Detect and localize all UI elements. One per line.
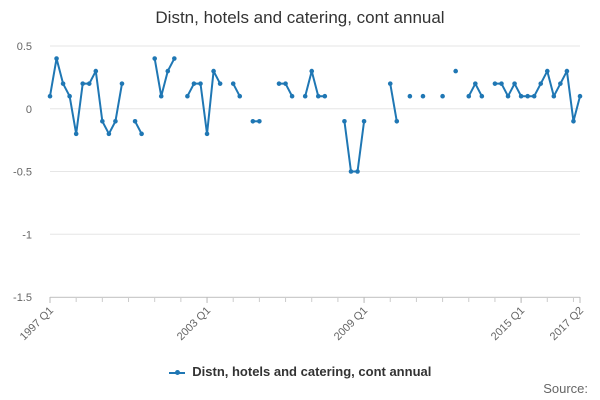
x-tick-label: 1997 Q1 (18, 305, 56, 343)
data-point[interactable] (387, 81, 393, 86)
data-point[interactable] (257, 119, 262, 124)
data-point[interactable] (172, 56, 177, 61)
y-axis: 0.5 0 -0.5 -1 -1.5 (13, 41, 32, 304)
data-point[interactable] (60, 81, 66, 86)
data-point[interactable] (355, 169, 360, 174)
legend[interactable]: Distn, hotels and catering, cont annual (0, 364, 600, 379)
series-segment (494, 70, 581, 123)
data-point[interactable] (158, 93, 164, 99)
chart-title: Distn, hotels and catering, cont annual (155, 8, 445, 27)
data-point[interactable] (558, 81, 563, 86)
data-point[interactable] (119, 81, 125, 86)
data-point[interactable] (152, 56, 157, 61)
legend-series-label: Distn, hotels and catering, cont annual (192, 364, 432, 379)
data-point[interactable] (165, 68, 171, 74)
series-segment (343, 121, 366, 173)
series-segment (134, 120, 143, 135)
data-point[interactable] (538, 81, 544, 86)
x-tick-label: 2017 Q2 (548, 305, 586, 343)
data-point[interactable] (54, 56, 59, 61)
data-point[interactable] (544, 68, 550, 74)
data-point[interactable] (322, 93, 328, 99)
data-point[interactable] (217, 81, 223, 86)
data-point[interactable] (113, 119, 118, 124)
data-point[interactable] (525, 93, 530, 99)
series-segment (389, 83, 398, 122)
data-point[interactable] (315, 93, 321, 99)
data-point[interactable] (80, 81, 86, 86)
data-point[interactable] (473, 81, 478, 86)
data-point[interactable] (198, 81, 203, 86)
data-point[interactable] (453, 68, 458, 74)
data-point[interactable] (440, 93, 445, 99)
series-layer (47, 56, 583, 174)
data-point[interactable] (47, 93, 53, 99)
y-tick-label: 0 (26, 104, 32, 116)
series-segment (304, 70, 325, 98)
data-point[interactable] (492, 81, 498, 86)
data-point[interactable] (309, 68, 315, 74)
y-tick-label: -1 (22, 229, 32, 241)
series-segment (153, 58, 176, 98)
data-point[interactable] (564, 68, 570, 74)
data-point[interactable] (512, 81, 517, 86)
data-point[interactable] (348, 169, 354, 174)
data-point[interactable] (191, 81, 197, 86)
data-point[interactable] (132, 119, 138, 124)
x-tick-label: 2003 Q1 (175, 305, 213, 343)
data-point[interactable] (139, 131, 144, 137)
y-tick-label: -0.5 (13, 167, 32, 179)
data-point[interactable] (237, 93, 243, 99)
data-point[interactable] (302, 93, 308, 99)
data-point[interactable] (531, 93, 537, 99)
data-point[interactable] (342, 119, 347, 124)
data-point[interactable] (407, 93, 413, 99)
data-point[interactable] (551, 93, 557, 99)
x-tick-label: 2015 Q1 (489, 305, 527, 343)
data-point[interactable] (250, 119, 256, 124)
y-tick-label: 0.5 (17, 41, 32, 53)
data-point[interactable] (211, 68, 216, 74)
data-point[interactable] (571, 119, 576, 124)
data-point[interactable] (86, 81, 92, 86)
data-point[interactable] (505, 93, 511, 99)
legend-series-symbol (168, 368, 185, 378)
series-segment (186, 70, 222, 135)
x-tick-label: 2009 Q1 (332, 305, 370, 343)
data-point[interactable] (361, 119, 367, 124)
series-line (47, 56, 583, 174)
data-point[interactable] (106, 131, 112, 137)
data-point[interactable] (67, 93, 72, 99)
data-point[interactable] (420, 93, 426, 99)
data-point[interactable] (93, 68, 99, 74)
data-point[interactable] (204, 131, 210, 137)
data-point[interactable] (394, 119, 400, 124)
series-segment (232, 83, 241, 97)
data-point[interactable] (185, 93, 190, 99)
series-segment (49, 57, 123, 135)
data-point[interactable] (289, 93, 295, 99)
data-point[interactable] (73, 131, 79, 137)
x-axis: 1997 Q1 2003 Q1 2009 Q1 2015 Q1 2017 Q2 (18, 297, 586, 343)
data-point[interactable] (276, 81, 282, 86)
data-point[interactable] (479, 93, 485, 99)
data-point[interactable] (577, 93, 583, 99)
data-point[interactable] (466, 93, 472, 99)
data-point[interactable] (283, 81, 288, 86)
y-tick-label: -1.5 (13, 292, 32, 304)
source-label: Source: (543, 381, 588, 396)
data-point[interactable] (100, 119, 105, 124)
data-point[interactable] (499, 81, 504, 86)
data-point[interactable] (230, 81, 236, 86)
data-point[interactable] (518, 93, 524, 99)
